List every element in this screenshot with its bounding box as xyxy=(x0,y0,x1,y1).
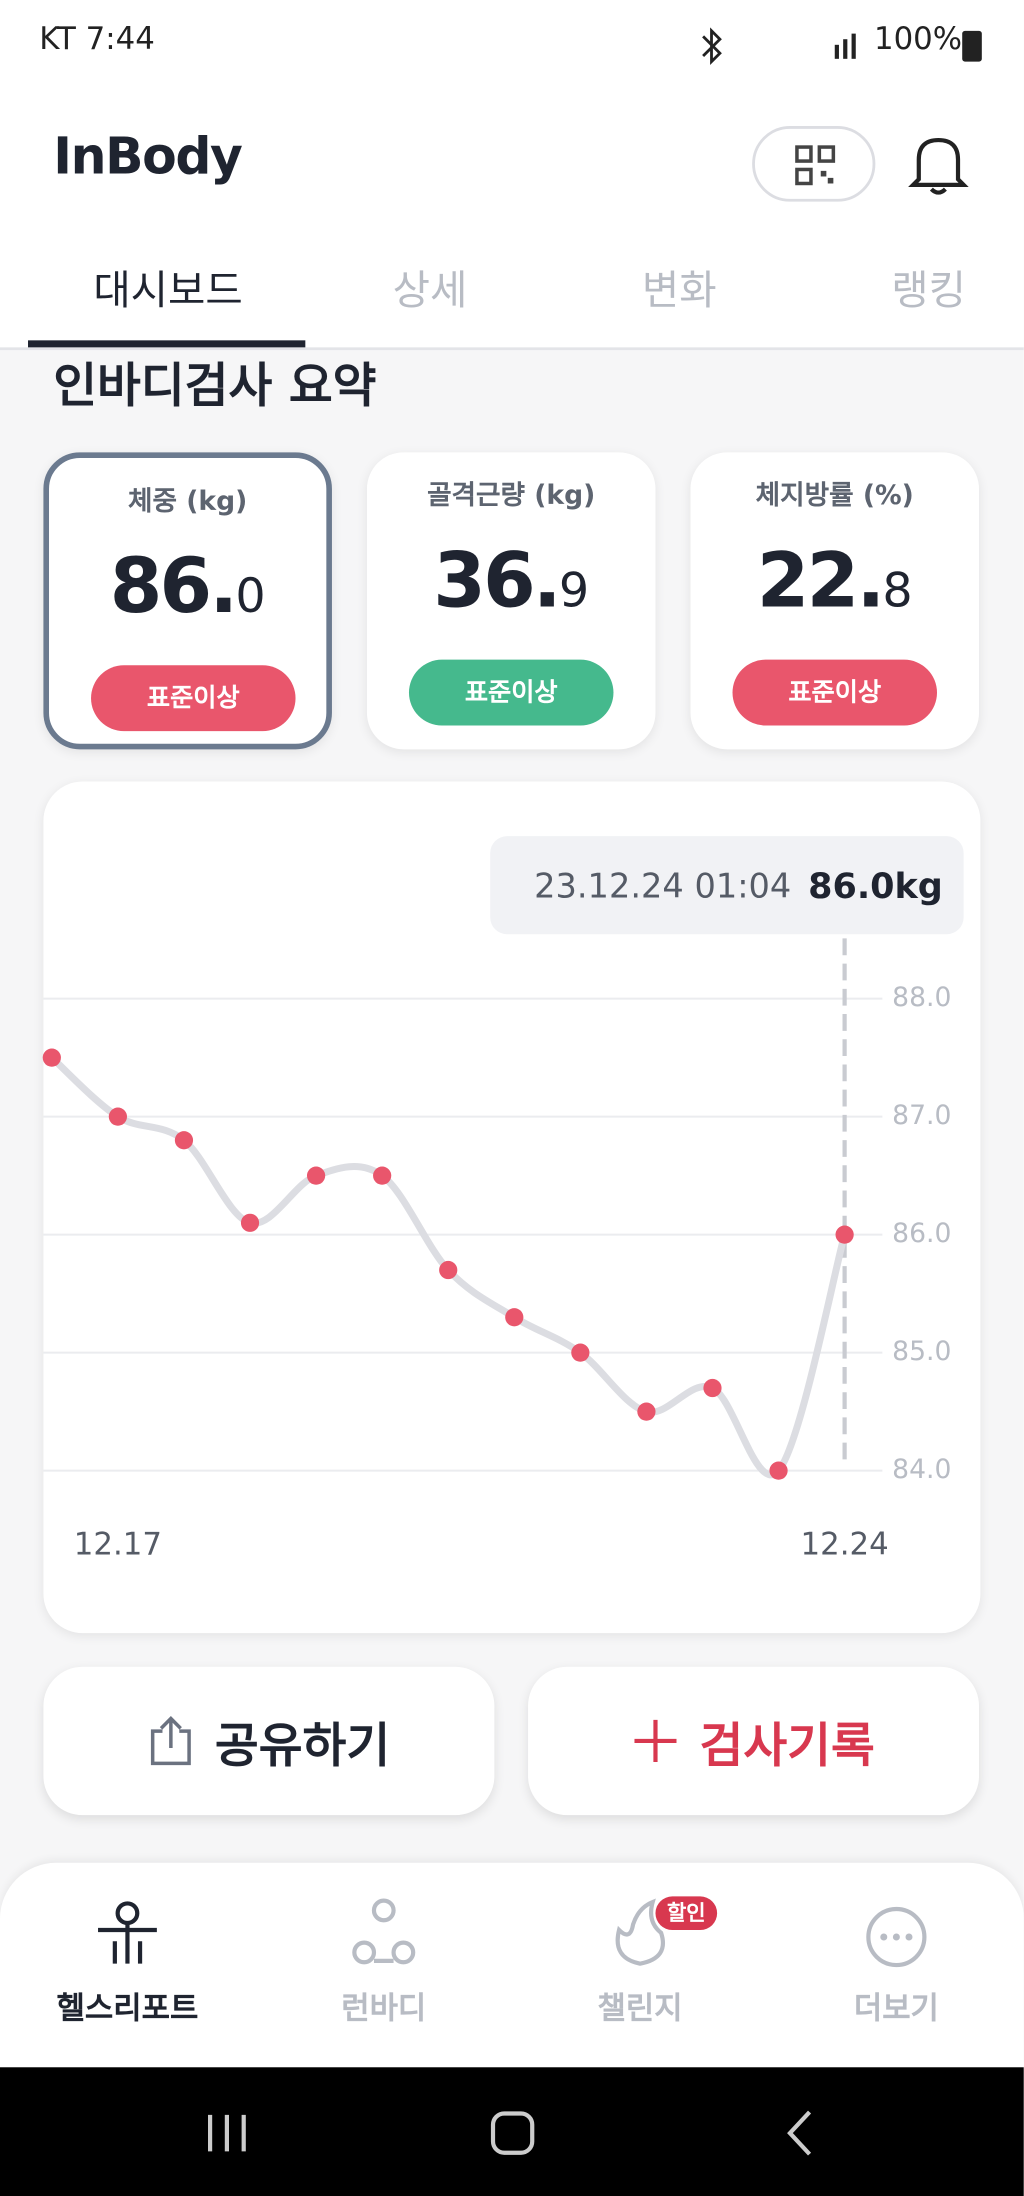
value-fraction: 8 xyxy=(882,563,913,620)
data-point xyxy=(373,1166,392,1185)
summary-card[interactable]: 체지방률 (%) 22.8 표준이상 xyxy=(690,452,980,750)
share-icon xyxy=(151,1716,192,1766)
logo: InBody xyxy=(53,128,243,187)
data-point xyxy=(240,1213,260,1232)
y-tick-label: 84.0 xyxy=(892,1454,951,1485)
x-tick-label: 12.17 xyxy=(74,1527,162,1563)
nav-item[interactable]: 런바디 xyxy=(341,1991,427,2027)
system-nav-icons xyxy=(207,2110,812,2156)
nav-item[interactable]: 챌린지 xyxy=(597,1991,683,2027)
qr-icon xyxy=(795,145,836,186)
qr-button[interactable] xyxy=(752,126,876,202)
card-label: 골격근량 (kg) xyxy=(427,480,596,512)
card-value: 86.0 xyxy=(49,542,326,630)
data-point xyxy=(505,1308,524,1327)
tab-divider xyxy=(0,347,1024,351)
tab[interactable]: 랭킹 xyxy=(891,266,966,314)
tab-indicator xyxy=(28,340,306,348)
y-tick-label: 87.0 xyxy=(892,1100,951,1131)
card-value: 22.8 xyxy=(690,536,979,624)
status-icons xyxy=(702,27,982,66)
plus-icon xyxy=(635,1719,678,1762)
tooltip-box xyxy=(490,836,964,935)
nav-icons xyxy=(98,1898,927,1968)
tab[interactable]: 변화 xyxy=(641,266,717,314)
chart: 84.0 85.0 86.0 87.0 88.0 12.17 12.24 23.12.24 0… xyxy=(42,836,964,1563)
y-tick-label: 86.0 xyxy=(892,1218,951,1249)
tab[interactable]: 상세 xyxy=(392,266,468,314)
nav-badge: 할인 xyxy=(655,1896,718,1931)
data-point xyxy=(174,1131,194,1150)
system-nav-bar xyxy=(0,2067,1024,2196)
card-value: 36.9 xyxy=(367,536,656,624)
value-fraction: 9 xyxy=(558,563,590,620)
value-whole: 36. xyxy=(433,536,561,625)
card-label: 체지방률 (%) xyxy=(755,480,914,512)
button-label: 공유하기 xyxy=(214,1717,391,1774)
data-point xyxy=(703,1378,722,1398)
add-record-button[interactable]: 검사기록 xyxy=(528,1666,980,1816)
data-point xyxy=(835,1225,854,1244)
card-label: 체중 (kg) xyxy=(128,486,248,517)
summary-card[interactable]: 체중 (kg) 86.0 표준이상 xyxy=(43,452,332,750)
tooltip-value: 86.0kg xyxy=(808,867,943,907)
section-title: 인바디검사 요약 xyxy=(53,358,377,415)
bottom-nav xyxy=(0,1862,1024,2068)
status-badge: 표준이상 xyxy=(408,659,614,726)
tab[interactable]: 대시보드 xyxy=(93,266,243,314)
value-whole: 22. xyxy=(756,536,885,625)
value-whole: 86. xyxy=(109,542,238,631)
battery-level: 100% xyxy=(873,22,963,58)
data-point xyxy=(571,1343,590,1362)
carrier-time: KT 7:44 xyxy=(39,22,155,58)
nav-item[interactable]: 더보기 xyxy=(853,1991,939,2027)
button-label: 검사기록 xyxy=(699,1717,875,1774)
data-point xyxy=(637,1402,656,1421)
value-fraction: 0 xyxy=(235,568,266,625)
data-point xyxy=(439,1260,458,1280)
x-tick-label: 12.24 xyxy=(801,1527,889,1563)
data-point xyxy=(306,1166,326,1185)
summary-card[interactable]: 골격근량 (kg) 36.9 표준이상 xyxy=(366,452,656,750)
y-tick-label: 88.0 xyxy=(892,982,951,1013)
data-point xyxy=(769,1461,788,1480)
status-badge: 표준이상 xyxy=(91,665,296,732)
nav-item[interactable]: 헬스리포트 xyxy=(56,1991,199,2027)
tooltip-time: 23.12.24 01:04 xyxy=(534,866,791,905)
data-point xyxy=(42,1048,61,1067)
y-tick-label: 85.0 xyxy=(892,1336,951,1367)
status-badge: 표준이상 xyxy=(732,659,938,726)
share-button[interactable]: 공유하기 xyxy=(43,1666,495,1816)
data-line xyxy=(48,1054,849,1478)
notification-button[interactable] xyxy=(908,132,970,196)
data-point xyxy=(108,1107,127,1126)
